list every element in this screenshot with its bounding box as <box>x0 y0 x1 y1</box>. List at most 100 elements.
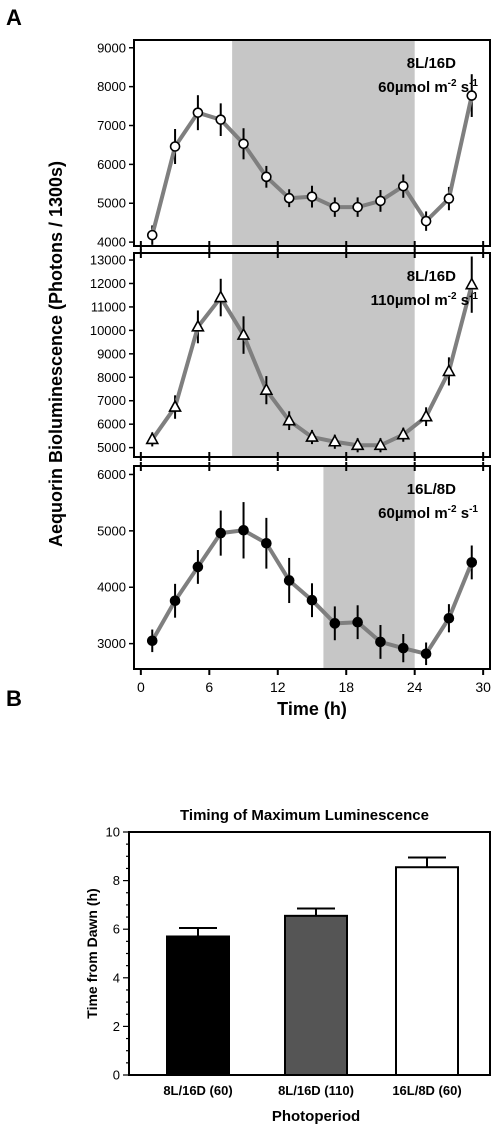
data-point <box>329 201 341 213</box>
bar-chart-x-label: Photoperiod <box>272 1108 360 1125</box>
panel-a-middle: 5000 6000 7000 8000 9000 10000 11000 12000 13000… <box>90 249 491 461</box>
light-intensity-annotation: 60µmol m-2 s-1 <box>378 504 478 522</box>
x-tick-label: 18 <box>338 679 354 695</box>
data-point <box>306 594 318 606</box>
y-tick-label: 8000 <box>97 79 126 94</box>
light-intensity-annotation: 60µmol m-2 s-1 <box>378 78 478 96</box>
y-tick-label: 6000 <box>97 417 126 432</box>
x-tick-label: 6 <box>205 679 213 695</box>
y-tick-label: 7000 <box>97 393 126 408</box>
y-tick-label: 5000 <box>97 440 126 455</box>
shared-y-axis-label: Aequorin Bioluminescence (Photons / 1300… <box>46 161 66 547</box>
x-tick-label: 12 <box>270 679 286 695</box>
data-point <box>396 427 411 440</box>
light-intensity-annotation: 110µmol m-2 s-1 <box>371 291 479 309</box>
data-point <box>306 191 318 202</box>
data-point <box>352 201 363 213</box>
data-point <box>215 114 227 125</box>
data-point <box>283 192 295 204</box>
y-tick-label: 5000 <box>97 196 126 211</box>
bar <box>395 866 459 1076</box>
y-tick-label: 5000 <box>97 523 126 538</box>
bar <box>166 935 230 1076</box>
x-axis-label: Time (h) <box>277 699 347 719</box>
data-point <box>420 215 432 227</box>
panel-a-bottom: 3000 4000 5000 6000 16L/8D 60µmol m-2 s-1 0 6 12… <box>97 462 491 719</box>
data-point <box>466 557 478 568</box>
y-tick-label: 11000 <box>91 299 126 314</box>
panel-b-bar-chart: Timing of Maximum Luminescence 0 2 4 6 8 10 Tim… <box>84 807 491 1125</box>
x-tick-label: 0 <box>137 679 145 695</box>
data-point <box>259 382 274 395</box>
data-point <box>169 595 181 607</box>
data-point <box>305 429 319 442</box>
data-point <box>464 276 479 290</box>
data-point <box>329 618 341 629</box>
data-point <box>238 138 249 150</box>
photoperiod-annotation: 8L/16D <box>407 268 456 285</box>
data-point <box>375 195 386 207</box>
data-point <box>168 399 182 412</box>
bar-chart-title: Timing of Maximum Luminescence <box>180 807 429 824</box>
data-point <box>373 437 388 451</box>
data-point <box>420 648 432 660</box>
y-tick-label: 13000 <box>90 253 126 268</box>
data-point <box>327 434 342 447</box>
data-point <box>397 642 409 654</box>
data-point <box>146 229 158 241</box>
data-point <box>238 524 249 536</box>
data-point <box>169 141 181 152</box>
bar-chart-y-label: Time from Dawn (h) <box>84 888 100 1018</box>
y-tick-label: 8 <box>113 873 120 888</box>
y-tick-label: 6000 <box>97 467 126 482</box>
data-point <box>192 107 204 118</box>
x-tick-label: 24 <box>407 679 423 695</box>
y-tick-label: 4000 <box>97 235 126 250</box>
x-tick-label: 30 <box>475 679 491 695</box>
y-tick-label: 9000 <box>97 346 126 361</box>
data-point <box>261 171 272 183</box>
y-tick-label: 10 <box>106 825 120 840</box>
category-label: 8L/16D (110) <box>278 1083 354 1098</box>
data-point <box>352 616 363 628</box>
data-point <box>443 612 455 624</box>
panel-a-letter: A <box>6 5 22 30</box>
data-point <box>213 289 228 303</box>
dark-period-shading <box>232 253 415 457</box>
bar <box>284 914 348 1077</box>
plot-frame <box>133 465 491 670</box>
data-point <box>375 636 386 648</box>
dark-period-shading <box>232 40 415 246</box>
data-point <box>283 575 295 586</box>
data-point <box>192 561 204 573</box>
y-tick-label: 6000 <box>97 157 126 172</box>
y-tick-label: 12000 <box>90 276 126 291</box>
photoperiod-annotation: 8L/16D <box>407 55 456 72</box>
y-tick-label: 0 <box>113 1068 120 1083</box>
y-tick-label: 4000 <box>97 580 126 595</box>
bar-plot-frame <box>128 831 491 1076</box>
data-point <box>466 90 478 101</box>
data-point <box>442 363 456 377</box>
photoperiod-annotation: 16L/8D <box>407 481 456 498</box>
data-point <box>397 180 409 192</box>
data-point <box>146 635 158 647</box>
data-point <box>350 437 365 451</box>
dark-period-shading <box>323 466 415 669</box>
y-tick-label: 10000 <box>90 323 126 338</box>
category-label: 16L/8D (60) <box>392 1083 461 1098</box>
panel-b-letter: B <box>6 686 22 711</box>
y-tick-label: 8000 <box>97 370 126 385</box>
data-point <box>443 193 455 204</box>
data-point <box>282 412 297 426</box>
plot-frame <box>133 39 491 247</box>
y-tick-label: 6 <box>113 922 120 937</box>
data-point <box>215 527 227 539</box>
y-tick-label: 2 <box>113 1019 120 1034</box>
y-tick-label: 9000 <box>97 40 126 55</box>
panel-a-top: 4000 5000 6000 7000 8000 9000 8L/16D 60µmol m-2… <box>97 39 491 250</box>
category-label: 8L/16D (60) <box>163 1083 232 1098</box>
y-tick-label: 3000 <box>97 636 126 651</box>
data-point <box>145 431 160 445</box>
